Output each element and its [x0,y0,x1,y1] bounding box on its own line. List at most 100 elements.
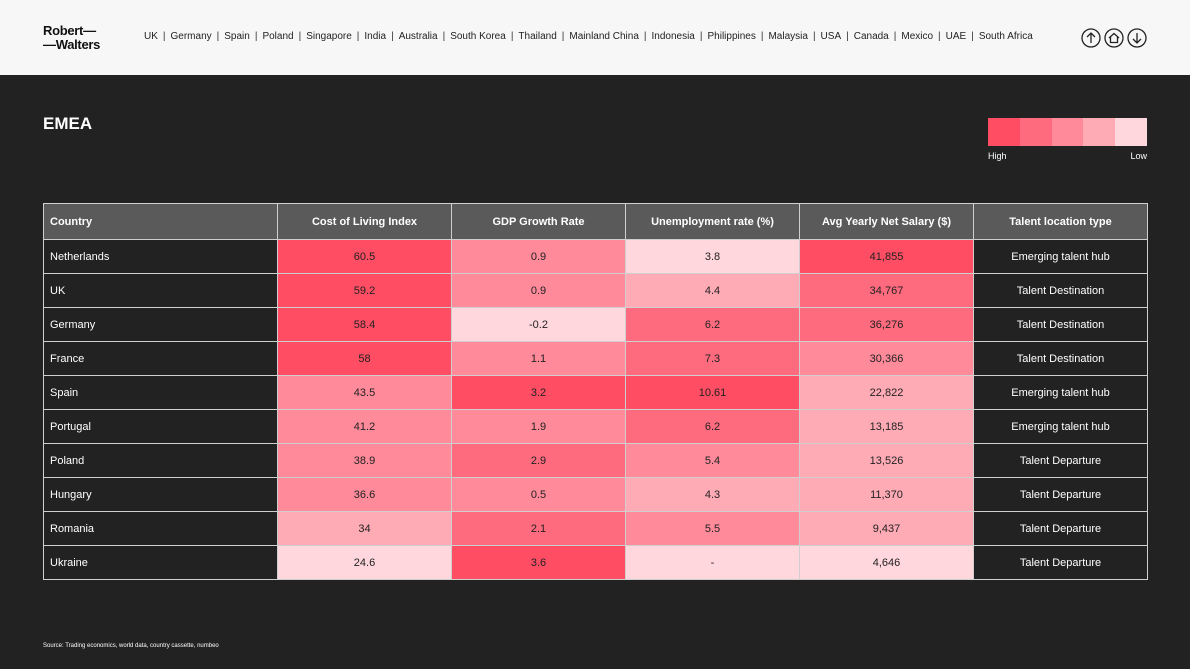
table-cell: Spain [43,375,278,410]
nav-separator: | [699,31,703,42]
nav-separator: | [561,31,565,42]
table-cell: 24.6 [277,545,452,580]
nav-link[interactable]: UAE [945,31,967,42]
table-cell: 6.2 [625,409,800,444]
nav-separator: | [893,31,897,42]
table-cell: Hungary [43,477,278,512]
table-cell: 41.2 [277,409,452,444]
table-cell: -0.2 [451,307,626,342]
legend-low: Low [1130,151,1147,161]
table-cell: 13,185 [799,409,974,444]
nav-link[interactable]: Spain [224,31,250,42]
nav-link[interactable]: Thailand [518,31,557,42]
nav-link[interactable]: Mainland China [569,31,639,42]
logo-line: Robert— [43,23,96,38]
table-cell: Talent Departure [973,511,1148,546]
nav-separator: | [254,31,258,42]
table-cell: 3.6 [451,545,626,580]
table-row: Poland 38.9 2.9 5.4 13,526 Talent Departure [43,443,1148,478]
table-cell: Germany [43,307,278,342]
table-row: Hungary 36.6 0.5 4.3 11,370 Talent Departure [43,477,1148,512]
table-row: UK 59.2 0.9 4.4 34,767 Talent Destination [43,273,1148,308]
nav-link[interactable]: South Africa [978,31,1033,42]
table-cell: 0.9 [451,273,626,308]
table-cell: Talent Departure [973,477,1148,512]
table-cell: 43.5 [277,375,452,410]
table-cell: 0.5 [451,477,626,512]
table-cell: Emerging talent hub [973,375,1148,410]
nav-link[interactable]: Singapore [306,31,352,42]
nav-link[interactable]: Poland [262,31,294,42]
nav-link[interactable]: UK [144,31,158,42]
nav-link[interactable]: Canada [853,31,889,42]
table-body: Netherlands 60.5 0.9 3.8 41,855 Emerging tale… [43,239,1148,580]
nav-link[interactable]: India [364,31,387,42]
nav-link[interactable]: Indonesia [651,31,695,42]
data-table: Country Cost of Living Index GDP Growth Ra… [43,203,1148,580]
table-row: Germany 58.4 -0.2 6.2 36,276 Talent Destinati… [43,307,1148,342]
table-cell: Talent Destination [973,273,1148,308]
column-header: GDP Growth Rate [451,203,626,240]
table-cell: 13,526 [799,443,974,478]
legend-swatch [1083,118,1116,146]
table-cell: UK [43,273,278,308]
nav-separator: | [442,31,446,42]
table-cell: 1.1 [451,341,626,376]
home-button[interactable] [1104,28,1124,48]
legend-swatch [1115,118,1147,146]
table-cell: 4.3 [625,477,800,512]
table-row: Romania 34 2.1 5.5 9,437 Talent Departure [43,511,1148,546]
table-cell: 4.4 [625,273,800,308]
table-cell: 58 [277,341,452,376]
table-cell: 59.2 [277,273,452,308]
nav-link[interactable]: Philippines [707,31,756,42]
legend-swatches [988,118,1147,146]
table-cell: 36.6 [277,477,452,512]
table-cell: 5.4 [625,443,800,478]
nav-separator: | [391,31,394,42]
table-cell: 2.9 [451,443,626,478]
legend-labels: High Low [988,151,1147,161]
table-row: Ukraine 24.6 3.6-4,646 Talent Departure [43,545,1148,580]
table-cell: Ukraine [43,545,278,580]
nav-separator: | [162,31,166,42]
table-cell: Netherlands [43,239,278,274]
column-header: Avg Yearly Net Salary ($) [799,203,974,240]
logo[interactable]: Robert— —Walters [43,24,100,52]
table-cell: Romania [43,511,278,546]
table-cell: Emerging talent hub [973,239,1148,274]
nav-link[interactable]: Malaysia [768,31,808,42]
source-note: Source: Trading economics, world data, c… [43,643,219,649]
nav-link[interactable]: Germany [170,31,212,42]
table-cell: Talent Departure [973,443,1148,478]
table-cell: 58.4 [277,307,452,342]
table-cell: - [625,545,800,580]
nav-separator: | [356,31,360,42]
table-cell: 11,370 [799,477,974,512]
nav-link[interactable]: USA [820,31,842,42]
table-row: Portugal 41.2 1.9 6.2 13,185 Emerging talent … [43,409,1148,444]
nav-separator: | [971,31,974,42]
table-cell: 10.61 [625,375,800,410]
table-cell: Emerging talent hub [973,409,1148,444]
table-cell: 22,822 [799,375,974,410]
table-cell: 30,366 [799,341,974,376]
nav: UK | Germany | Spain | Poland | Singapore | India |… [144,31,1033,42]
up-button[interactable] [1081,28,1101,48]
table-cell: 2.1 [451,511,626,546]
nav-separator: | [643,31,647,42]
nav-icons [1081,28,1147,48]
table-cell: 9,437 [799,511,974,546]
table-cell: Talent Destination [973,341,1148,376]
table-cell: 3.8 [625,239,800,274]
table-cell: Poland [43,443,278,478]
legend-swatch [1051,118,1084,146]
legend: High Low [988,118,1147,161]
column-header: Country [43,203,278,240]
legend-swatch [1019,118,1052,146]
nav-link[interactable]: Australia [398,31,438,42]
table-row: Netherlands 60.5 0.9 3.8 41,855 Emerging tale… [43,239,1148,274]
nav-link[interactable]: South Korea [450,31,506,42]
nav-link[interactable]: Mexico [901,31,934,42]
down-button[interactable] [1127,28,1147,48]
